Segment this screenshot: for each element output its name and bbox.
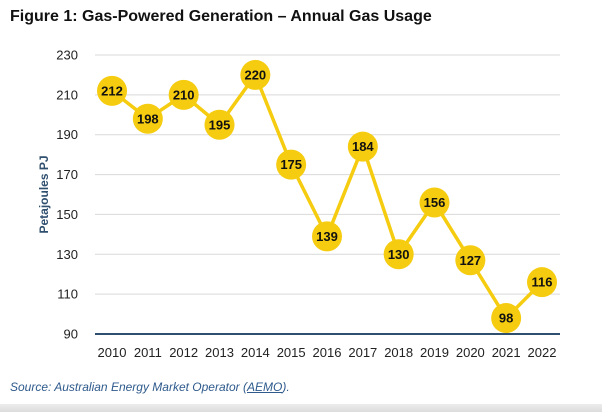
x-tick-label: 2017 [348,345,377,360]
x-tick-label: 2021 [492,345,521,360]
data-point [276,149,307,180]
data-label: 175 [280,157,302,172]
y-tick-label: 130 [56,247,78,262]
data-point [204,109,235,140]
y-tick-label: 190 [56,127,78,142]
source-link[interactable]: AEMO [247,380,283,394]
bottom-edge [0,404,602,412]
data-point [347,131,378,162]
data-point [312,221,342,252]
x-tick-label: 2019 [420,345,449,360]
source-prefix: Source: Australian Energy Market Operato… [10,380,247,394]
data-point [168,79,199,110]
x-tick-label: 2010 [98,345,127,360]
x-tick-label: 2013 [205,345,234,360]
data-point [383,239,414,270]
series-line [110,73,544,320]
data-point [455,245,486,276]
data-label: 195 [209,117,231,132]
data-label: 116 [532,275,553,290]
x-tick-label: 2012 [169,345,198,360]
chart-title: Figure 1: Gas-Powered Generation – Annua… [10,8,432,25]
y-tick-label: 150 [56,207,78,222]
y-tick-label: 110 [57,287,78,302]
data-label: 198 [137,111,159,126]
x-axis-ticks: 2010 2011 2012 2013 2014 2015 2016 2017 2018 2019… [98,345,557,360]
x-tick-label: 2018 [384,345,413,360]
data-point [491,303,522,334]
data-point [97,75,127,106]
data-point [527,267,557,298]
x-tick-label: 2020 [456,345,485,360]
data-label: 156 [424,195,446,210]
data-label: 139 [316,229,338,244]
data-label: 220 [244,67,266,82]
line-chart: 90 110 130 150 170 190 210 230 2010 2011 2012 2013… [37,48,560,360]
x-tick-label: 2011 [134,345,162,360]
y-axis-label: Petajoules PJ [37,155,51,233]
source-note: Source: Australian Energy Market Operato… [10,380,290,394]
y-tick-label: 230 [56,48,78,63]
data-label: 130 [388,247,410,262]
series-polyline [110,73,544,320]
data-point [419,187,450,218]
x-tick-label: 2016 [313,345,342,360]
data-point [132,103,163,134]
data-point [240,59,271,90]
x-tick-label: 2015 [277,345,306,360]
data-label: 184 [352,139,374,154]
data-label: 210 [173,87,195,102]
grid-lines [95,54,560,295]
data-label: 98 [499,311,513,326]
y-axis-ticks: 90 110 130 150 170 190 210 230 [56,48,78,342]
y-tick-label: 90 [64,327,78,342]
data-label: 127 [459,253,481,268]
x-tick-label: 2014 [241,345,270,360]
source-suffix: ). [282,380,290,394]
x-tick-label: 2022 [528,345,557,360]
y-tick-label: 170 [56,167,78,182]
data-markers: 212 198 210 195 220 175 139 184 130 156 127 98 116 [97,59,557,334]
y-tick-label: 210 [56,87,78,102]
data-label: 212 [101,83,123,98]
